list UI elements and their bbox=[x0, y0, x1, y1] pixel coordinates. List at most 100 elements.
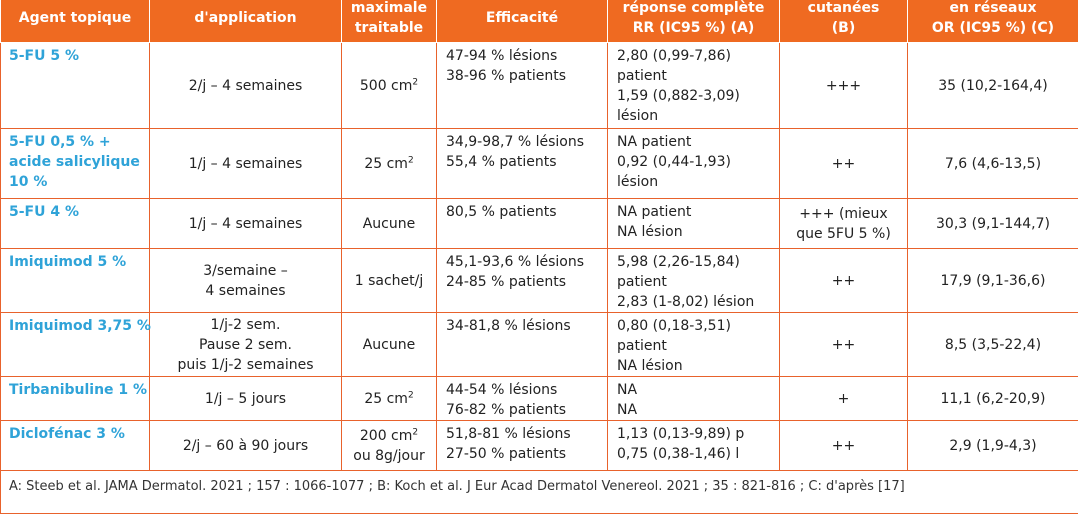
efficacy-cell: 47-94 % lésions 38-96 % patients bbox=[436, 42, 608, 129]
network-meta-cell: 2,9 (1,9-4,3) bbox=[907, 420, 1078, 471]
header-skin: cutanées (B) bbox=[779, 0, 908, 43]
network-meta-cell: 8,5 (3,5-22,4) bbox=[907, 312, 1078, 377]
skin-line: ++ bbox=[831, 272, 856, 289]
response-line: patient bbox=[617, 338, 667, 354]
agent-cell: 5-FU 4 % bbox=[0, 198, 150, 249]
header-line: maximale bbox=[350, 0, 428, 16]
skin-line: ++ bbox=[831, 437, 856, 454]
agent-cell: Diclofénac 3 % bbox=[0, 420, 150, 471]
table-row: 5-FU 4 % 1/j – 4 semaines Aucune 80,5 % pat… bbox=[0, 198, 1078, 249]
response-line: NA bbox=[617, 382, 638, 398]
header-line: RR (IC95 %) (A) bbox=[632, 19, 755, 36]
response-line: lésion bbox=[617, 174, 659, 190]
posology-cell: 1/j – 4 semaines bbox=[149, 128, 342, 199]
network-meta-cell: 35 (10,2-164,4) bbox=[907, 42, 1078, 129]
network-meta-cell: 11,1 (6,2-20,9) bbox=[907, 376, 1078, 421]
posology-line: 4 semaines bbox=[205, 282, 286, 299]
response-line: NA patient bbox=[617, 134, 692, 150]
header-line: Agent topique bbox=[18, 9, 132, 26]
agent-name-line: 5-FU 5 % bbox=[9, 48, 79, 64]
agent-cell: 5-FU 5 % bbox=[0, 42, 150, 129]
surface-unit-exponent: 2 bbox=[407, 389, 414, 400]
efficacy-line: 24-85 % patients bbox=[446, 274, 566, 290]
response-line: 2,80 (0,99-7,86) bbox=[617, 48, 731, 64]
efficacy-line: 27-50 % patients bbox=[446, 446, 566, 462]
posology-line: 3/semaine – bbox=[203, 262, 288, 279]
posology-cell: 2/j – 60 à 90 jours bbox=[149, 420, 342, 471]
posology-line: 1/j-2 sem. bbox=[210, 316, 281, 333]
efficacy-cell: 80,5 % patients bbox=[436, 198, 608, 249]
header-line: OR (IC95 %) (C) bbox=[931, 19, 1055, 36]
header-agent: Agent topique bbox=[0, 0, 150, 43]
table-header-row: Agent topique d'application maximale traita… bbox=[0, 0, 1078, 43]
complete-response-cell: 2,80 (0,99-7,86) patient 1,59 (0,882-3,09)… bbox=[607, 42, 780, 129]
skin-line: ++ bbox=[831, 155, 856, 172]
surface-value: 500 cm2 bbox=[359, 76, 419, 94]
header-line: d'application bbox=[194, 9, 297, 26]
header-line: cutanées bbox=[807, 0, 880, 16]
efficacy-line: 47-94 % lésions bbox=[446, 48, 558, 64]
posology-cell: 1/j – 4 semaines bbox=[149, 198, 342, 249]
surface-value: 1 sachet/j bbox=[354, 272, 424, 289]
response-line: 1,59 (0,882-3,09) bbox=[617, 88, 740, 104]
surface-unit-exponent: 2 bbox=[412, 76, 419, 87]
surface-cell: 1 sachet/j bbox=[341, 248, 437, 313]
response-line: 1,13 (0,13-9,89) p bbox=[617, 426, 745, 442]
efficacy-line: 55,4 % patients bbox=[446, 154, 557, 170]
efficacy-line: 51,8-81 % lésions bbox=[446, 426, 571, 442]
response-line: NA lésion bbox=[617, 224, 683, 240]
header-response: réponse complète RR (IC95 %) (A) bbox=[607, 0, 780, 43]
footnote: A: Steeb et al. JAMA Dermatol. 2021 ; 15… bbox=[0, 470, 1078, 514]
agent-cell: Imiquimod 5 % bbox=[0, 248, 150, 313]
response-line: 0,80 (0,18-3,51) bbox=[617, 318, 731, 334]
surface-cell: 25 cm2 bbox=[341, 376, 437, 421]
agent-name-line: Diclofénac 3 % bbox=[9, 426, 125, 442]
table-row: Tirbanibuline 1 % 1/j – 5 jours 25 cm2 44-5… bbox=[0, 376, 1078, 421]
network-meta-cell: 17,9 (9,1-36,6) bbox=[907, 248, 1078, 313]
response-line: 5,98 (2,26-15,84) bbox=[617, 254, 740, 270]
skin-line: ++ bbox=[831, 336, 856, 353]
posology-line: 1/j – 4 semaines bbox=[188, 155, 303, 172]
agent-name-line: acide salicylique bbox=[9, 154, 140, 170]
table-body: 5-FU 5 % 2/j – 4 semaines 500 cm2 47-94 % l… bbox=[0, 42, 1078, 514]
posology-cell: 1/j-2 sem. Pause 2 sem. puis 1/j-2 semaine… bbox=[149, 312, 342, 377]
efficacy-line: 45,1-93,6 % lésions bbox=[446, 254, 585, 270]
skin-reactions-cell: +++ (mieux que 5FU 5 %) bbox=[779, 198, 908, 249]
surface-value: Aucune bbox=[362, 215, 416, 232]
posology-cell: 2/j – 4 semaines bbox=[149, 42, 342, 129]
posology-line: Pause 2 sem. bbox=[199, 336, 292, 353]
skin-line: +++ (mieux bbox=[799, 205, 888, 222]
efficacy-cell: 51,8-81 % lésions 27-50 % patients bbox=[436, 420, 608, 471]
skin-reactions-cell: ++ bbox=[779, 312, 908, 377]
response-line: NA patient bbox=[617, 204, 692, 220]
skin-reactions-cell: ++ bbox=[779, 420, 908, 471]
skin-line: + bbox=[837, 390, 850, 407]
agent-name-line: Tirbanibuline 1 % bbox=[9, 382, 148, 398]
network-meta-cell: 30,3 (9,1-144,7) bbox=[907, 198, 1078, 249]
efficacy-cell: 44-54 % lésions 76-82 % patients bbox=[436, 376, 608, 421]
agent-name-line: 10 % bbox=[9, 174, 48, 190]
surface-cell: 200 cm2 ou 8g/jour bbox=[341, 420, 437, 471]
complete-response-cell: NA patient 0,92 (0,44-1,93) lésion bbox=[607, 128, 780, 199]
table-row: Diclofénac 3 % 2/j – 60 à 90 jours 200 cm2… bbox=[0, 420, 1078, 471]
efficacy-line: 38-96 % patients bbox=[446, 68, 566, 84]
header-line: Efficacité bbox=[485, 9, 559, 26]
agent-name-line: 5-FU 0,5 % + bbox=[9, 134, 111, 150]
skin-line: +++ bbox=[825, 77, 862, 94]
header-line: réponse complète bbox=[622, 0, 765, 16]
header-line: traitable bbox=[354, 19, 424, 36]
complete-response-cell: 0,80 (0,18-3,51) patient NA lésion bbox=[607, 312, 780, 377]
surface-value: 25 cm2 bbox=[364, 154, 414, 172]
surface-cell: 500 cm2 bbox=[341, 42, 437, 129]
surface-unit-exponent: 2 bbox=[412, 426, 419, 437]
surface-value: 25 cm2 bbox=[364, 389, 414, 407]
agent-name-line: Imiquimod 5 % bbox=[9, 254, 127, 270]
agent-cell: 5-FU 0,5 % + acide salicylique 10 % bbox=[0, 128, 150, 199]
complete-response-cell: NA patient NA lésion bbox=[607, 198, 780, 249]
posology-line: 1/j – 4 semaines bbox=[188, 215, 303, 232]
skin-reactions-cell: ++ bbox=[779, 128, 908, 199]
network-value: 30,3 (9,1-144,7) bbox=[936, 215, 1050, 232]
efficacy-line: 44-54 % lésions bbox=[446, 382, 558, 398]
efficacy-line: 34,9-98,7 % lésions bbox=[446, 134, 585, 150]
